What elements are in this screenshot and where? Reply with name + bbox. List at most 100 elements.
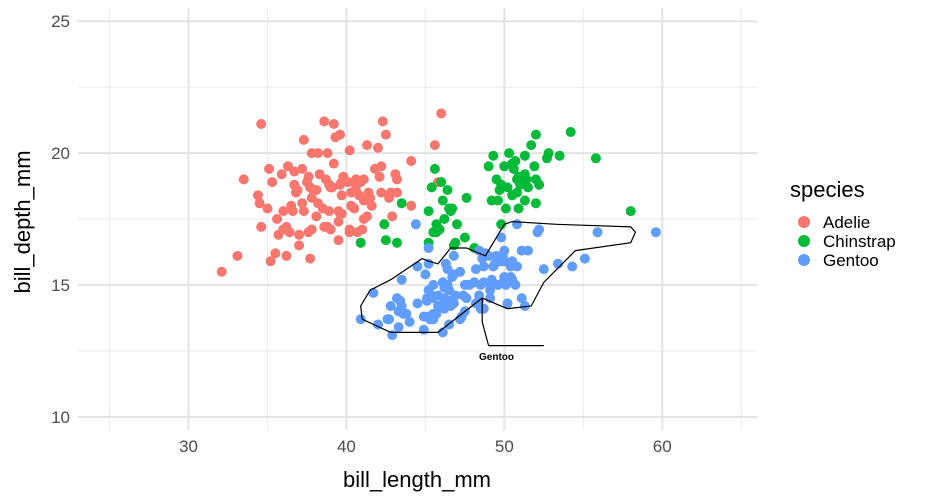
chinstrap-point (519, 195, 530, 206)
gentoo-point (428, 279, 439, 290)
adelie-point (278, 206, 289, 217)
chinstrap-point (499, 161, 510, 172)
adelie-point (333, 216, 344, 227)
gentoo-point (420, 269, 431, 280)
legend-key-gentoo (798, 254, 810, 266)
adelie-point (366, 200, 377, 211)
adelie-point (406, 156, 417, 166)
chinstrap-point (434, 224, 445, 235)
chinstrap-point (513, 203, 524, 214)
adelie-point (256, 221, 267, 232)
adelie-point (311, 185, 322, 195)
gentoo-point (355, 314, 366, 325)
chinstrap-point (625, 206, 636, 217)
chinstrap-point (355, 237, 366, 248)
adelie-point (322, 148, 333, 159)
chinstrap-point (526, 140, 537, 151)
gentoo-point (538, 264, 549, 275)
gentoo-point (516, 293, 527, 304)
y-axis-tick-labels: 10 15 20 25 (51, 12, 70, 427)
chinstrap-point (396, 198, 407, 209)
chinstrap-point (543, 148, 554, 159)
chinstrap-point (380, 235, 391, 246)
gentoo-point (412, 261, 423, 272)
gentoo-point (412, 298, 423, 309)
y-tick-label: 15 (51, 276, 70, 295)
gentoo-point (478, 261, 489, 272)
adelie-point (306, 224, 317, 235)
adelie-point (270, 248, 281, 259)
chinstrap-point (439, 214, 450, 224)
y-tick-label: 10 (51, 408, 70, 427)
chinstrap-point (565, 127, 576, 137)
chinstrap-point (483, 161, 494, 172)
adelie-point (232, 250, 243, 261)
adelie-point (216, 266, 227, 277)
adelie-point (436, 108, 447, 119)
chinstrap-point (534, 179, 545, 190)
gentoo-point (510, 279, 521, 290)
x-tick-label: 30 (179, 437, 198, 456)
gentoo-point (384, 314, 395, 325)
adelie-point (344, 224, 355, 235)
minor-gridlines (78, 8, 757, 430)
adelie-point (281, 250, 292, 261)
adelie-point (292, 185, 303, 195)
gentoo-point (423, 243, 434, 253)
adelie-point (284, 227, 295, 238)
adelie-point (365, 192, 376, 203)
adelie-point (376, 187, 387, 198)
chinstrap-point (442, 185, 453, 195)
chinstrap-point (437, 195, 448, 206)
chinstrap-point (554, 150, 565, 161)
gentoo-point (418, 324, 429, 335)
gentoo-point (373, 319, 383, 330)
chinstrap-point (450, 237, 461, 248)
adelie-point (362, 211, 372, 222)
gentoo-point (393, 322, 404, 333)
gentoo-point (502, 298, 513, 309)
adelie-point (377, 116, 388, 127)
gentoo-point (396, 274, 407, 285)
adelie-point (264, 163, 275, 174)
adelie-point (324, 206, 335, 217)
gentoo-point (404, 316, 415, 327)
adelie-point (357, 224, 368, 235)
gentoo-point (448, 298, 459, 309)
chinstrap-point (379, 219, 390, 230)
chinstrap-point (521, 174, 532, 185)
chinstrap-point (436, 177, 447, 188)
gentoo-point (385, 301, 396, 311)
y-tick-label: 20 (51, 144, 70, 163)
adelie-point (298, 206, 309, 217)
gentoo-point (496, 232, 507, 243)
chinstrap-point (502, 182, 513, 193)
gentoo-point (368, 287, 379, 298)
gentoo-point (579, 253, 590, 264)
chinstrap-point (426, 182, 437, 193)
gentoo-point (450, 290, 461, 301)
chinstrap-point (447, 203, 458, 214)
legend-label-chinstrap: Chinstrap (823, 232, 896, 251)
adelie-point (294, 240, 305, 251)
adelie-point (376, 161, 387, 172)
chinstrap-point (461, 192, 472, 203)
y-tick-label: 25 (51, 12, 70, 31)
chinstrap-point (459, 232, 470, 243)
chinstrap-point (590, 153, 601, 164)
chinstrap-point (504, 148, 515, 159)
adelie-point (287, 206, 298, 217)
adelie-point (336, 208, 347, 219)
gentoo-point (534, 224, 545, 235)
adelie-point (343, 177, 353, 188)
adelie-point (336, 190, 347, 201)
adelie-point (335, 129, 346, 140)
gentoo-point (410, 219, 421, 230)
adelie-point (254, 198, 265, 209)
x-tick-label: 50 (495, 437, 514, 456)
major-gridlines (78, 8, 757, 430)
adelie-point (392, 187, 402, 198)
